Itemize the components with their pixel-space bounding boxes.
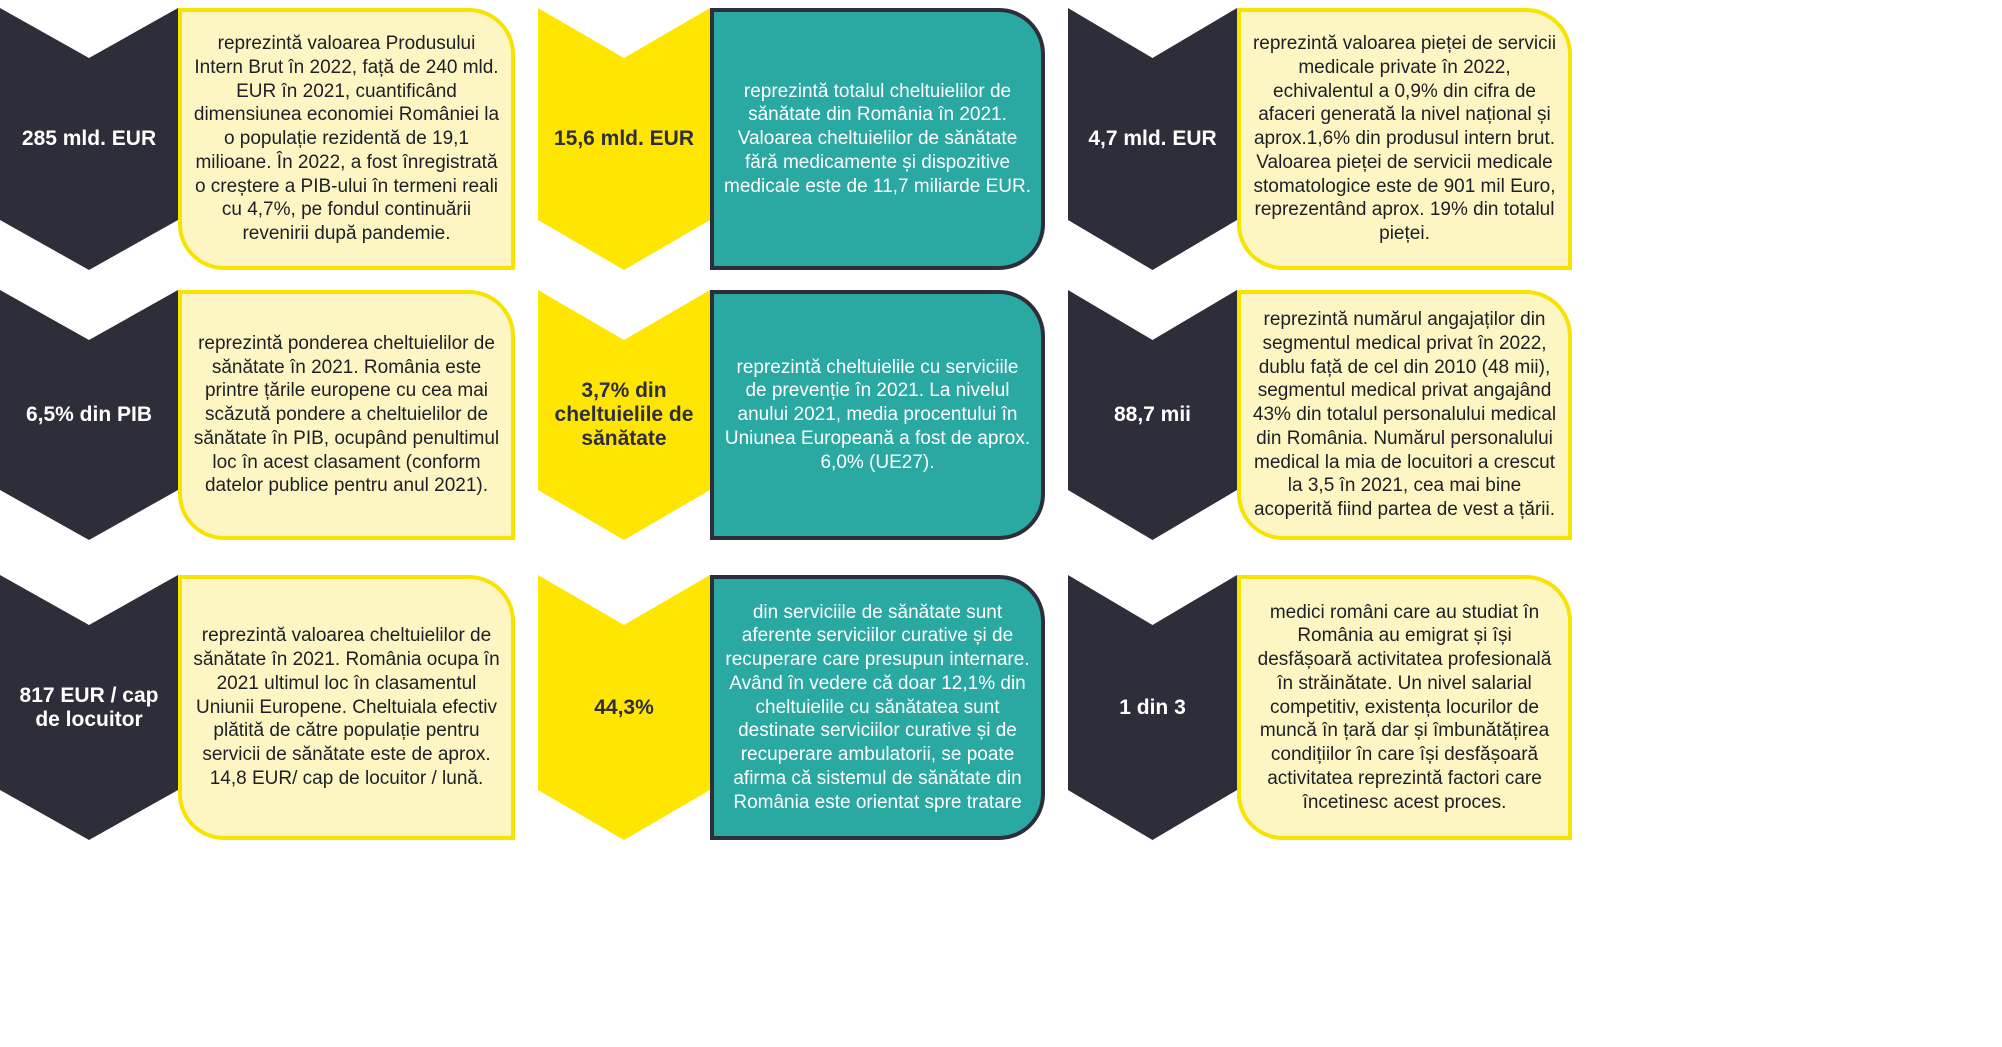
description-box: reprezintă numărul angajaților din segme… <box>1237 290 1572 540</box>
stat-chevron: 4,7 mld. EUR <box>1068 8 1237 270</box>
stat-chevron: 44,3% <box>538 575 710 840</box>
description-box: medici români care au studiat în România… <box>1237 575 1572 840</box>
description-box: din serviciile de sănătate sunt aferente… <box>710 575 1045 840</box>
stat-chevron: 285 mld. EUR <box>0 8 178 270</box>
stat-chevron: 6,5% din PIB <box>0 290 178 540</box>
description-box: reprezintă cheltuielile cu serviciile de… <box>710 290 1045 540</box>
stat-chevron: 15,6 mld. EUR <box>538 8 710 270</box>
stat-chevron: 3,7% din cheltuielile de sănătate <box>538 290 710 540</box>
stat-chevron: 1 din 3 <box>1068 575 1237 840</box>
description-box: reprezintă valoarea Produsului Intern Br… <box>178 8 515 270</box>
description-box: reprezintă totalul cheltuielilor de sănă… <box>710 8 1045 270</box>
description-box: reprezintă valoarea pieței de servicii m… <box>1237 8 1572 270</box>
description-box: reprezintă valoarea cheltuielilor de săn… <box>178 575 515 840</box>
stat-chevron: 817 EUR / cap de locuitor <box>0 575 178 840</box>
stat-chevron: 88,7 mii <box>1068 290 1237 540</box>
description-box: reprezintă ponderea cheltuielilor de săn… <box>178 290 515 540</box>
